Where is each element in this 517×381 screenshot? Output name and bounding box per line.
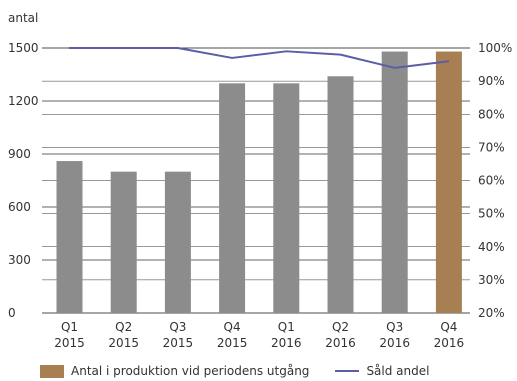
- x-tick-year: 2015: [54, 336, 85, 350]
- y-right-tick: 70%: [478, 140, 505, 154]
- legend-label-production: Antal i produktion vid periodens utgång: [71, 364, 310, 378]
- bar: [327, 76, 354, 314]
- legend-item-production: Antal i produktion vid periodens utgång: [40, 364, 309, 378]
- bars: [56, 51, 462, 314]
- x-tick-year: 2015: [163, 336, 194, 350]
- y-left-tick: 0: [8, 306, 16, 320]
- bar: [273, 83, 300, 313]
- legend-swatch-bar: [40, 364, 64, 378]
- x-tick-year: 2015: [217, 336, 248, 350]
- legend-item-sold-share: Såld andel: [335, 364, 429, 378]
- x-tick-year: 2016: [271, 336, 302, 350]
- y-right-tick: 30%: [478, 273, 505, 287]
- x-tick-quarter: Q1: [278, 320, 295, 334]
- x-tick-labels: Q1 2015 Q2 2015 Q3 2015 Q4 2015 Q1 2016 Q2 2016 Q3 20…: [54, 320, 464, 350]
- x-tick-year: 2015: [108, 336, 139, 350]
- x-tick-quarter: Q3: [386, 320, 403, 334]
- y-left-tick: 600: [8, 200, 31, 214]
- legend-swatch-line: [335, 370, 360, 372]
- y-right-tick: 100%: [478, 41, 512, 55]
- y-right-tick: 20%: [478, 306, 505, 320]
- bar: [164, 171, 191, 313]
- x-tick-quarter: Q2: [115, 320, 132, 334]
- y-left-axis-title: antal: [8, 11, 38, 25]
- x-tick-year: 2016: [379, 336, 410, 350]
- y-left-tick: 1500: [8, 41, 39, 55]
- bar: [110, 171, 137, 313]
- legend: Antal i produktion vid periodens utgång …: [40, 362, 455, 380]
- x-tick-quarter: Q1: [61, 320, 78, 334]
- bar: [381, 51, 408, 314]
- y-left-tick: 900: [8, 147, 31, 161]
- y-left-tick: 300: [8, 253, 31, 267]
- legend-label-sold-share: Såld andel: [366, 364, 430, 378]
- y-right-tick-labels: 20% 30% 40% 50% 60% 70% 80% 90% 100%: [478, 41, 512, 320]
- bar: [219, 83, 246, 313]
- y-right-tick: 40%: [478, 240, 505, 254]
- x-tick-quarter: Q2: [332, 320, 349, 334]
- y-left-tick-labels: 0 300 600 900 1200 1500: [8, 41, 39, 320]
- y-right-tick: 80%: [478, 107, 505, 121]
- line-series: [68, 47, 450, 69]
- y-right-tick: 50%: [478, 207, 505, 221]
- bar: [56, 161, 83, 313]
- bar: [435, 51, 462, 314]
- line-sold-share: [68, 47, 450, 69]
- x-tick-quarter: Q4: [440, 320, 457, 334]
- y-right-tick: 60%: [478, 174, 505, 188]
- x-tick-quarter: Q4: [224, 320, 241, 334]
- x-tick-quarter: Q3: [169, 320, 186, 334]
- y-left-tick: 1200: [8, 94, 39, 108]
- x-tick-year: 2016: [434, 336, 465, 350]
- y-right-tick: 90%: [478, 74, 505, 88]
- x-tick-year: 2016: [325, 336, 356, 350]
